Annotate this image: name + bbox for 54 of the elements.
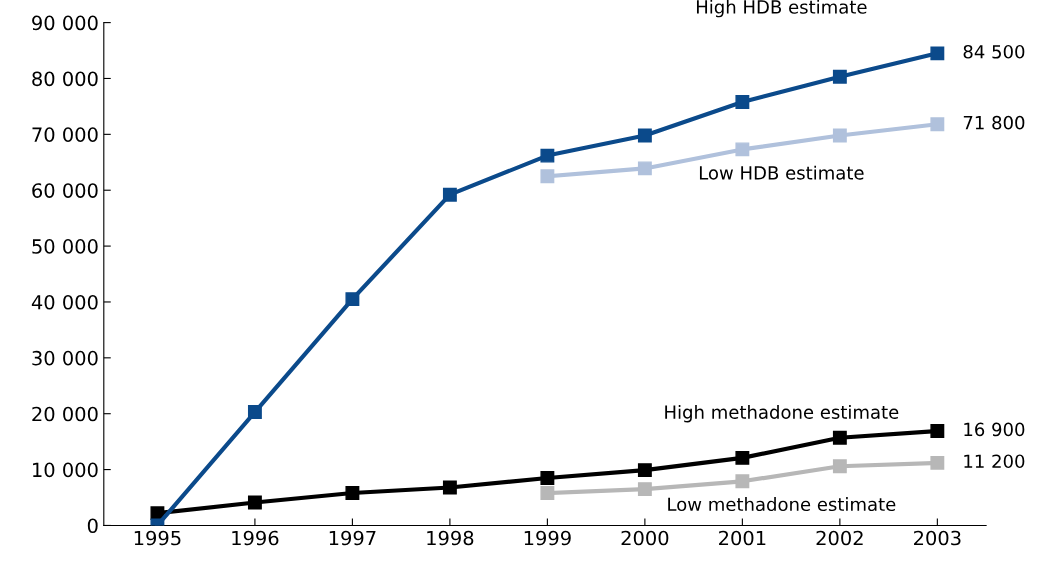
point xyxy=(345,486,360,500)
point xyxy=(637,128,652,143)
series-label: High methadone estimate xyxy=(665,404,899,423)
y-tick-label: 30 000 xyxy=(32,350,98,366)
point xyxy=(930,117,945,132)
point xyxy=(345,292,360,307)
y-tick-label: 10 000 xyxy=(33,462,98,478)
point xyxy=(442,187,457,202)
x-tick-label: 2003 xyxy=(914,530,961,546)
x-tick-label: 2001 xyxy=(719,530,766,546)
x-tick-label: 1997 xyxy=(329,530,376,546)
point xyxy=(735,450,750,465)
y-tick-label: 70 000 xyxy=(32,127,98,143)
x-tick-label: 1999 xyxy=(524,530,571,546)
y-tick-label: 50 000 xyxy=(32,239,98,254)
data-label: 11 200 xyxy=(964,454,1025,469)
point xyxy=(930,424,945,438)
y-tick-label: 90 000 xyxy=(32,15,98,31)
x-tick-label: 1996 xyxy=(232,530,279,546)
y-tick-label: 80 000 xyxy=(32,71,98,87)
point xyxy=(735,94,750,109)
point xyxy=(637,482,652,497)
point xyxy=(150,506,165,521)
point xyxy=(735,474,750,489)
data-label: 84 500 xyxy=(963,44,1025,59)
y-tick-label: 60 000 xyxy=(32,183,98,198)
point xyxy=(540,148,555,163)
x-tick-label: 2000 xyxy=(621,530,669,546)
point xyxy=(832,430,847,445)
point xyxy=(637,463,652,478)
point xyxy=(442,480,457,495)
y-tick-label: 20 000 xyxy=(32,406,98,422)
point xyxy=(832,459,847,474)
point xyxy=(832,69,847,84)
series-label: Low HDB estimate xyxy=(699,165,864,180)
x-tick-label: 1995 xyxy=(134,530,181,546)
point xyxy=(540,471,555,485)
y-tick-label: 0 xyxy=(87,518,98,534)
point xyxy=(247,405,262,419)
point xyxy=(637,161,652,176)
series-label: Low methadone estimate xyxy=(668,497,896,512)
point xyxy=(247,495,262,510)
data-label: 71 800 xyxy=(963,115,1025,130)
point xyxy=(930,455,945,470)
point xyxy=(930,46,945,61)
x-tick-label: 1998 xyxy=(427,530,474,546)
x-tick-label: 2002 xyxy=(816,530,863,546)
point xyxy=(832,128,847,143)
y-tick-label: 40 000 xyxy=(31,294,98,310)
point xyxy=(540,169,555,184)
point xyxy=(540,486,555,500)
point xyxy=(735,142,750,157)
text: High HDB estimate xyxy=(696,0,867,18)
data-label: 16 900 xyxy=(964,422,1025,437)
